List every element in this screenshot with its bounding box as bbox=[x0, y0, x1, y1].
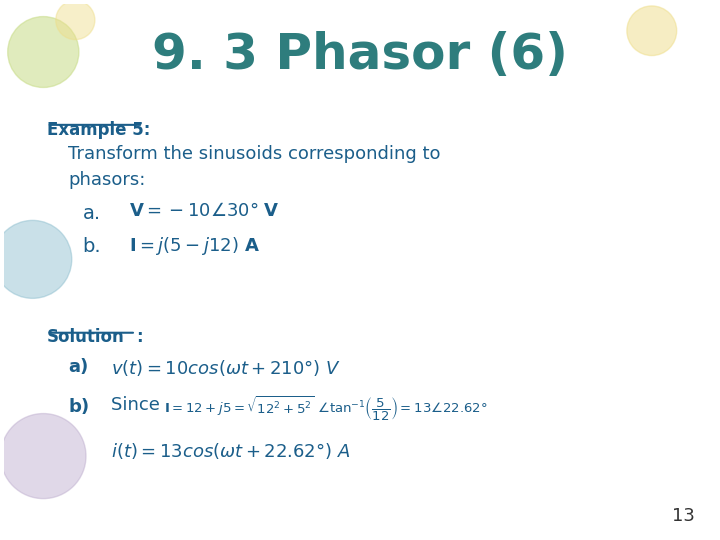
Ellipse shape bbox=[1, 414, 86, 498]
Ellipse shape bbox=[627, 6, 677, 56]
Text: :: : bbox=[136, 328, 143, 347]
Text: Example 5:: Example 5: bbox=[47, 121, 150, 139]
Text: 9. 3 Phasor (6): 9. 3 Phasor (6) bbox=[152, 31, 568, 79]
Ellipse shape bbox=[0, 220, 72, 299]
Text: a.: a. bbox=[83, 204, 101, 222]
Text: a): a) bbox=[68, 357, 89, 376]
Text: $\mathbf{I} = 12 + j5 = \sqrt{12^2 + 5^2}\ \angle\tan^{-1}\!\left(\dfrac{5}{12}\: $\mathbf{I} = 12 + j5 = \sqrt{12^2 + 5^2… bbox=[164, 394, 488, 423]
Text: $\mathbf{I} = j(5 - j12)\ \mathbf{A}$: $\mathbf{I} = j(5 - j12)\ \mathbf{A}$ bbox=[129, 235, 260, 257]
Text: $i(t) = 13cos(\omega t + 22.62°)\ A$: $i(t) = 13cos(\omega t + 22.62°)\ A$ bbox=[111, 441, 350, 461]
Text: b): b) bbox=[68, 397, 89, 416]
Text: $v(t) = 10cos(\omega t + 210°)\ V$: $v(t) = 10cos(\omega t + 210°)\ V$ bbox=[111, 357, 341, 377]
Text: b.: b. bbox=[83, 237, 101, 255]
Text: Solution: Solution bbox=[47, 328, 125, 347]
Ellipse shape bbox=[8, 17, 79, 87]
Text: $\mathbf{V} = -10\angle30°\ \mathbf{V}$: $\mathbf{V} = -10\angle30°\ \mathbf{V}$ bbox=[129, 202, 279, 220]
Text: Transform the sinusoids corresponding to
phasors:: Transform the sinusoids corresponding to… bbox=[68, 145, 441, 190]
Ellipse shape bbox=[55, 1, 95, 39]
Text: 13: 13 bbox=[672, 507, 695, 525]
Text: Since: Since bbox=[111, 396, 166, 414]
